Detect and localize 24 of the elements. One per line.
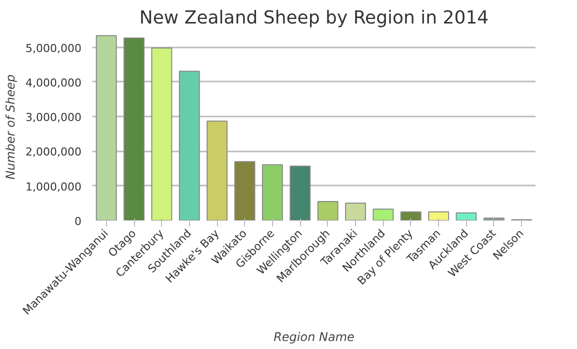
x-axis-title: Region Name — [274, 330, 354, 344]
bar — [345, 202, 366, 220]
bar — [124, 38, 144, 220]
y-tick-label: 2,000,000 — [26, 146, 82, 159]
bar — [178, 70, 200, 220]
bar — [428, 211, 450, 220]
y-tick-label: 0 — [74, 215, 82, 228]
bar — [317, 200, 338, 220]
bar — [400, 211, 422, 220]
y-tick-label: 4,000,000 — [26, 76, 82, 90]
bar — [484, 218, 504, 220]
bar — [262, 164, 283, 220]
bar — [290, 166, 311, 220]
bar — [206, 120, 228, 220]
y-tick-label: 3,000,000 — [26, 111, 82, 124]
bar — [234, 161, 256, 220]
chart-title: New Zealand Sheep by Region in 2014 — [139, 8, 489, 28]
bar — [456, 212, 477, 220]
y-axis-title: Number of Sheep — [4, 74, 18, 180]
y-tick-label: 1,000,000 — [26, 180, 82, 194]
bar — [151, 48, 172, 220]
bar — [96, 35, 117, 220]
bar — [372, 208, 394, 220]
y-tick-label: 5,000,000 — [26, 42, 82, 55]
